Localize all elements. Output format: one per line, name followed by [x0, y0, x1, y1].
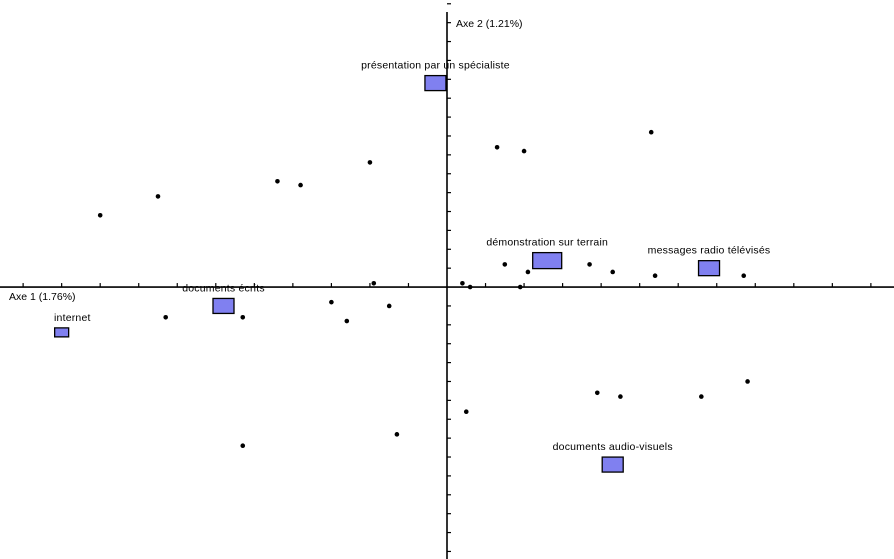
- modality-box: [532, 251, 563, 270]
- scatter-point: [163, 314, 168, 320]
- scatter-point: [699, 394, 704, 399]
- scatter-point: [525, 269, 531, 275]
- scatter-point: [386, 303, 392, 309]
- scatter-point: [652, 273, 658, 279]
- x-axis-ticks: [22, 283, 872, 288]
- dot-points: [97, 129, 750, 448]
- scatter-point: [371, 280, 377, 286]
- modality-label: messages radio télévisés: [648, 245, 771, 257]
- y-axis-ticks: [447, 3, 451, 553]
- point-labels: internet documents écrits présentation par…: [54, 60, 770, 453]
- modality-label: documents écrits: [182, 282, 265, 294]
- scatter-point: [741, 273, 747, 279]
- y-axis-label: Axe 2 (1.21%): [456, 18, 523, 30]
- scatter-point: [298, 182, 303, 188]
- modality-label: démonstration sur terrain: [486, 237, 608, 249]
- modality-label: présentation par un spécialiste: [361, 60, 510, 72]
- scatter-point: [394, 432, 400, 437]
- scatter-point: [155, 194, 161, 199]
- scatter-point: [521, 148, 527, 154]
- scatter-point: [275, 178, 280, 184]
- modality-box: [697, 260, 721, 277]
- scatter-point: [610, 269, 615, 275]
- scatter-point: [367, 160, 373, 165]
- modality-label: documents audio-visuels: [553, 441, 673, 453]
- scatter-point: [467, 284, 473, 290]
- modality-box: [54, 327, 70, 338]
- scatter-point: [502, 262, 508, 267]
- box-points: [54, 74, 721, 473]
- scatter-point: [460, 280, 465, 286]
- modality-label: internet: [54, 312, 91, 324]
- scatter-point: [97, 212, 103, 218]
- scatter-point: [240, 443, 246, 448]
- scatter-point: [618, 394, 623, 399]
- scatter-point: [329, 299, 334, 305]
- scatter-point: [240, 314, 246, 320]
- scatter-point: [463, 409, 469, 414]
- scatter-point: [517, 284, 523, 290]
- scatter-point: [648, 129, 654, 135]
- scatter-point: [594, 390, 600, 396]
- x-axis-label: Axe 1 (1.76%): [9, 291, 76, 303]
- scatter-point: [587, 262, 592, 267]
- scatter-point: [745, 379, 750, 384]
- scatter-point: [344, 318, 350, 324]
- modality-box: [424, 74, 447, 92]
- scatter-point: [494, 145, 500, 150]
- modality-box: [212, 297, 235, 315]
- modality-box: [601, 456, 624, 473]
